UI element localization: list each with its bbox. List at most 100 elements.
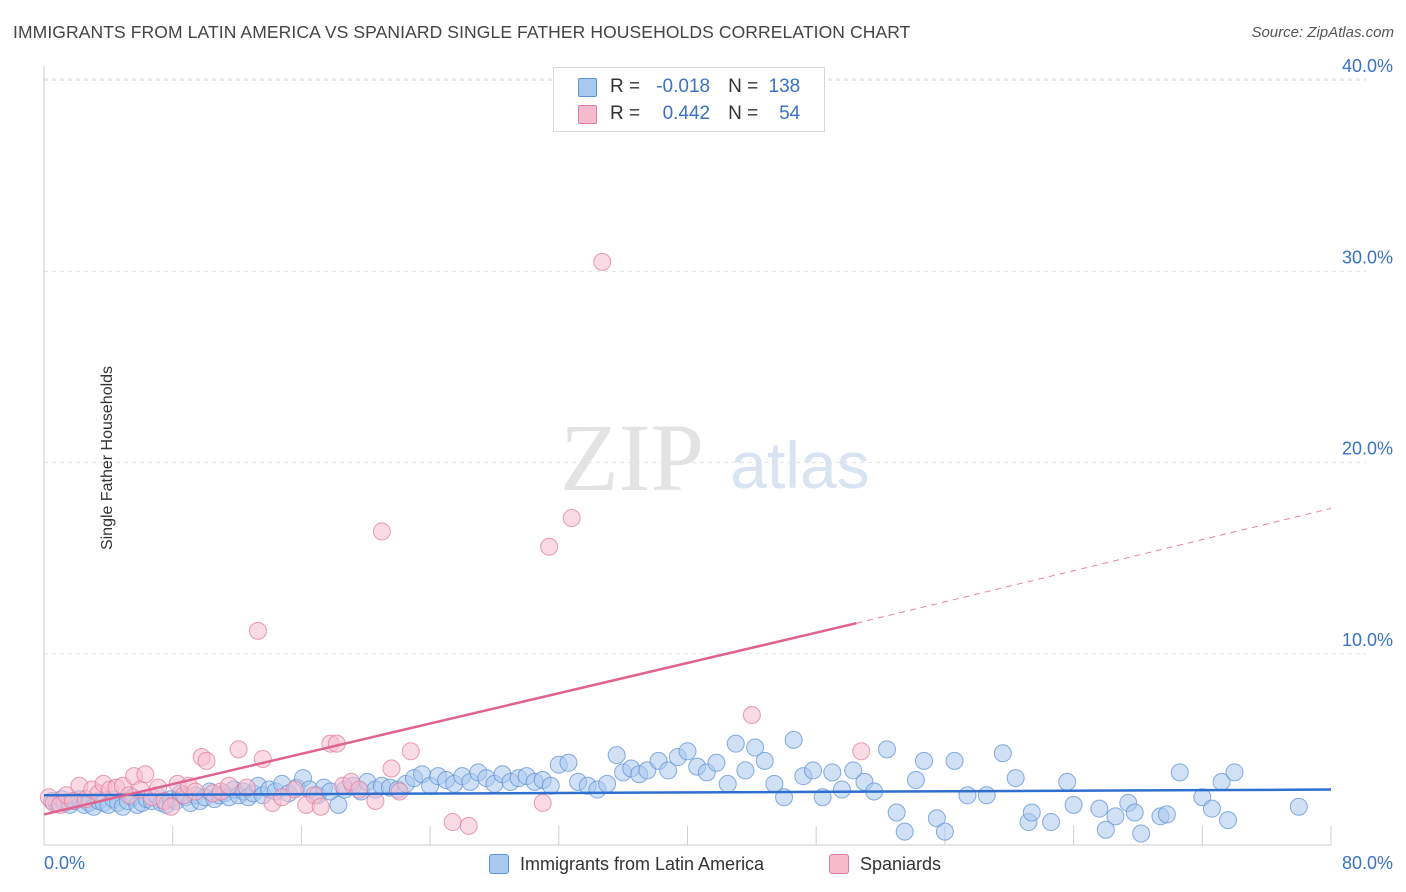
data-point-latin-america xyxy=(803,761,822,780)
data-point-spaniards xyxy=(136,765,155,784)
data-point-spaniards xyxy=(459,816,478,835)
data-point-latin-america xyxy=(1157,805,1176,824)
data-point-spaniards xyxy=(443,813,462,832)
data-point-spaniards xyxy=(742,705,761,724)
data-point-latin-america xyxy=(927,809,946,828)
data-point-spaniards xyxy=(229,740,248,759)
data-point-latin-america xyxy=(707,753,726,772)
legend-row-latin-america: R = -0.018 N = 138 xyxy=(578,75,800,99)
data-point-latin-america xyxy=(832,780,851,799)
source-credit: Source: ZipAtlas.com xyxy=(1251,24,1394,41)
data-point-spaniards xyxy=(401,742,420,761)
data-point-latin-america xyxy=(659,761,678,780)
data-point-latin-america xyxy=(1289,797,1308,816)
data-point-latin-america xyxy=(895,822,914,841)
watermark-atlas: atlas xyxy=(730,428,869,502)
data-point-latin-america xyxy=(1170,763,1189,782)
legend-r-value: 0.442 xyxy=(662,103,711,124)
data-point-latin-america xyxy=(746,738,765,757)
data-point-latin-america xyxy=(1202,799,1221,818)
grid-lines xyxy=(44,78,1366,655)
legend-r-label: R = xyxy=(610,103,641,124)
data-point-latin-america xyxy=(736,761,755,780)
data-point-spaniards xyxy=(162,797,181,816)
data-point-latin-america xyxy=(1090,799,1109,818)
legend-r-value: -0.018 xyxy=(656,76,711,97)
data-point-spaniards xyxy=(562,509,581,528)
y-tick-label: 30.0% xyxy=(1342,247,1393,267)
legend-n-label: N = xyxy=(728,76,759,97)
data-point-latin-america xyxy=(887,803,906,822)
data-point-latin-america xyxy=(755,751,774,770)
legend-n-value: 54 xyxy=(779,103,801,124)
data-point-latin-america xyxy=(1106,807,1125,826)
data-point-latin-america xyxy=(329,795,348,814)
data-point-latin-america xyxy=(1022,803,1041,822)
data-point-latin-america xyxy=(726,734,745,753)
data-point-spaniards xyxy=(540,537,559,556)
data-point-latin-america xyxy=(958,786,977,805)
data-point-spaniards xyxy=(311,797,330,816)
bottom-legend-label: Immigrants from Latin America xyxy=(520,853,765,874)
data-point-spaniards xyxy=(382,759,401,778)
data-point-latin-america xyxy=(914,751,933,770)
data-point-latin-america xyxy=(877,740,896,759)
trend-line-spaniards xyxy=(43,621,857,816)
trend-line-spaniards-dashed xyxy=(856,508,1332,624)
chart-title: IMMIGRANTS FROM LATIN AMERICA VS SPANIAR… xyxy=(13,22,911,42)
data-point-latin-america xyxy=(844,761,863,780)
watermark-zip: ZIP xyxy=(560,404,704,511)
data-point-latin-america xyxy=(541,776,560,795)
data-point-latin-america xyxy=(1064,795,1083,814)
data-point-spaniards xyxy=(390,782,409,801)
data-point-spaniards xyxy=(372,522,391,541)
y-tick-label: 40.0% xyxy=(1342,56,1393,76)
data-point-latin-america xyxy=(1125,803,1144,822)
data-point-latin-america xyxy=(1132,824,1151,843)
data-point-latin-america xyxy=(1042,813,1061,832)
legend-n-value: 138 xyxy=(768,76,801,97)
data-points xyxy=(39,252,1308,843)
data-point-latin-america xyxy=(1006,769,1025,788)
axes xyxy=(43,66,1332,846)
data-point-latin-america xyxy=(977,786,996,805)
bottom-legend-latin-america[interactable]: Immigrants from Latin America xyxy=(489,851,764,877)
bottom-legend-swatch-latin-america xyxy=(489,854,509,874)
data-point-latin-america xyxy=(1219,811,1238,830)
data-point-latin-america xyxy=(784,730,803,749)
data-point-spaniards xyxy=(186,782,205,801)
data-point-spaniards xyxy=(197,751,216,770)
bottom-legend-spaniards[interactable]: Spaniards xyxy=(829,851,941,877)
data-point-spaniards xyxy=(220,776,239,795)
data-point-latin-america xyxy=(1193,788,1212,807)
data-point-latin-america xyxy=(559,753,578,772)
legend-swatch-spaniards xyxy=(578,104,597,124)
data-point-latin-america xyxy=(598,774,617,793)
bottom-legend-swatch-spaniards xyxy=(829,854,849,874)
data-point-spaniards xyxy=(852,742,871,761)
data-point-latin-america xyxy=(993,744,1012,763)
data-point-latin-america xyxy=(718,774,737,793)
data-point-spaniards xyxy=(248,621,267,640)
data-point-latin-america xyxy=(823,763,842,782)
data-point-latin-america xyxy=(906,770,925,789)
data-point-latin-america xyxy=(1096,820,1115,839)
bottom-legend-label: Spaniards xyxy=(860,853,942,874)
legend-n-label: N = xyxy=(728,103,759,124)
data-point-spaniards xyxy=(533,793,552,812)
data-point-spaniards xyxy=(593,252,612,271)
data-point-latin-america xyxy=(607,746,626,765)
trend-lines xyxy=(43,508,1332,816)
watermark: ZIP atlas xyxy=(560,404,870,511)
correlation-legend: R = -0.018 N = 138 R = 0.442 N = 54 xyxy=(553,67,825,132)
y-tick-label: 20.0% xyxy=(1342,439,1393,459)
data-point-latin-america xyxy=(678,742,697,761)
legend-r-label: R = xyxy=(610,76,641,97)
data-point-spaniards xyxy=(366,792,385,811)
legend-row-spaniards: R = 0.442 N = 54 xyxy=(578,102,800,126)
y-axis-label: Single Father Households xyxy=(99,365,117,551)
data-point-latin-america xyxy=(1225,763,1244,782)
data-point-spaniards xyxy=(350,780,369,799)
trend-line-latin-america xyxy=(43,788,1332,797)
